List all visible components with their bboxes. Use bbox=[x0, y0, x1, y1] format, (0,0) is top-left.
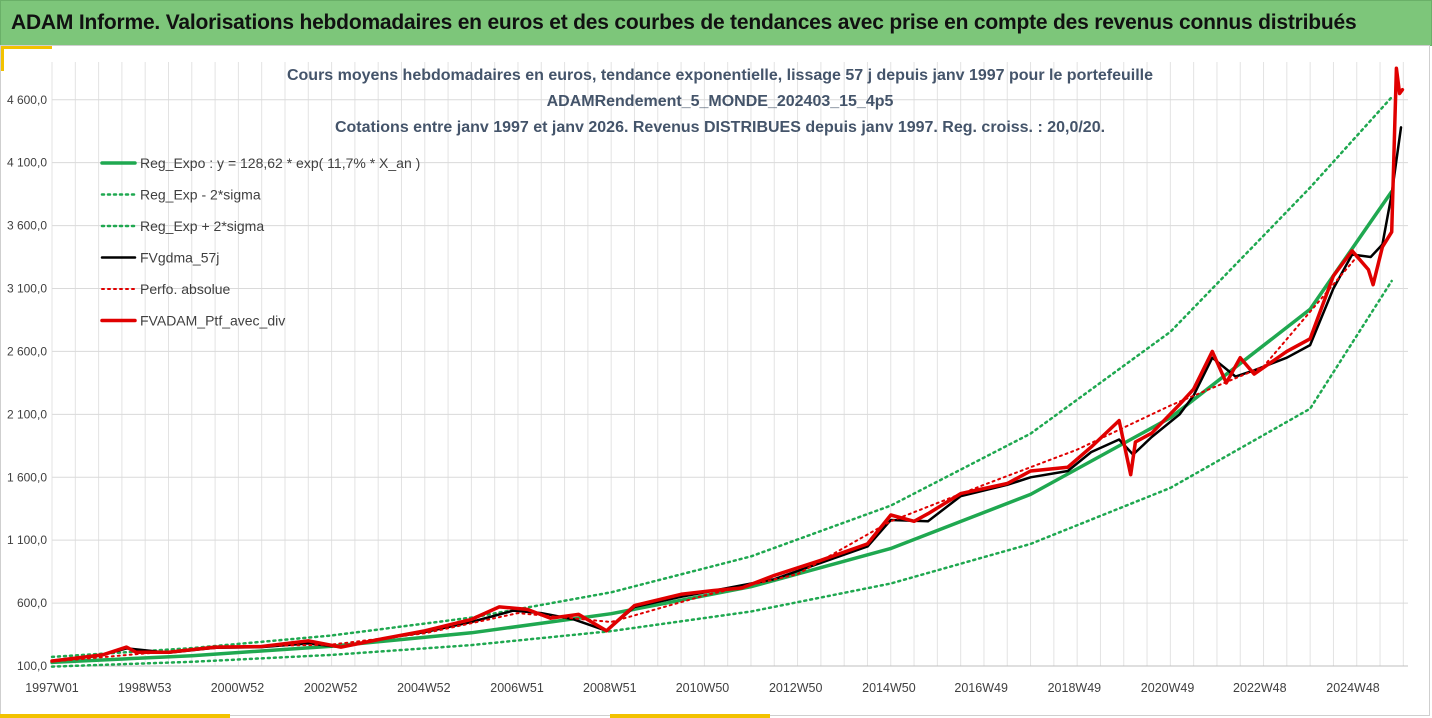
axes: 100,0 600,0 1 100,0 1 600,0 2 100,0 2 600,0 3 … bbox=[7, 93, 1408, 695]
legend-label: Reg_Exp + 2*sigma bbox=[140, 218, 264, 234]
x-tick-label: 2008W51 bbox=[583, 681, 637, 695]
accent-stripe bbox=[0, 45, 52, 49]
x-tick-label: 1997W01 bbox=[25, 681, 79, 695]
y-tick-label: 4 100,0 bbox=[7, 156, 47, 170]
x-tick-label: 2014W50 bbox=[862, 681, 916, 695]
series-group bbox=[50, 66, 1405, 668]
y-tick-label: 4 600,0 bbox=[7, 93, 47, 107]
y-tick-label: 3 600,0 bbox=[7, 219, 47, 233]
x-tick-label: 2012W50 bbox=[769, 681, 823, 695]
x-tick-label: 2002W52 bbox=[304, 681, 358, 695]
x-tick-label: 2024W48 bbox=[1326, 681, 1380, 695]
x-tick-label: 2010W50 bbox=[676, 681, 730, 695]
x-tick-label: 2000W52 bbox=[211, 681, 265, 695]
y-tick-label: 2 100,0 bbox=[7, 407, 47, 421]
y-tick-label: 100,0 bbox=[17, 659, 47, 673]
series-line-1 bbox=[50, 189, 1394, 665]
accent-stripe bbox=[0, 714, 230, 718]
legend: Reg_Expo : y = 128,62 * exp( 11,7% * X_a… bbox=[100, 155, 420, 329]
series-line-3 bbox=[50, 95, 1393, 659]
x-tick-label: 2018W49 bbox=[1048, 681, 1102, 695]
report-banner: ADAM Informe. Valorisations hebdomadaire… bbox=[0, 0, 1432, 46]
series-line-2 bbox=[50, 279, 1393, 668]
x-tick-label: 2020W49 bbox=[1141, 681, 1195, 695]
x-tick-label: 2004W52 bbox=[397, 681, 451, 695]
legend-label: FVADAM_Ptf_avec_div bbox=[140, 313, 285, 329]
x-tick-label: 1998W53 bbox=[118, 681, 172, 695]
chart-title-line: ADAMRendement_5_MONDE_202403_15_4p5 bbox=[547, 93, 894, 110]
y-tick-label: 600,0 bbox=[17, 596, 47, 610]
accent-stripe bbox=[0, 45, 4, 71]
report-title: ADAM Informe. Valorisations hebdomadaire… bbox=[11, 11, 1357, 34]
legend-label: Reg_Exp - 2*sigma bbox=[140, 187, 261, 203]
legend-label: FVgdma_57j bbox=[140, 250, 219, 266]
y-tick-label: 2 600,0 bbox=[7, 344, 47, 358]
x-tick-label: 2006W51 bbox=[490, 681, 544, 695]
series-line-6 bbox=[50, 66, 1405, 663]
chart-title: Cours moyens hebdomadaires en euros, ten… bbox=[287, 67, 1153, 136]
legend-label: Perfo. absolue bbox=[140, 281, 230, 297]
y-tick-label: 3 100,0 bbox=[7, 282, 47, 296]
legend-label: Reg_Expo : y = 128,62 * exp( 11,7% * X_a… bbox=[140, 155, 420, 171]
y-tick-label: 1 600,0 bbox=[7, 470, 47, 484]
x-tick-label: 2022W48 bbox=[1233, 681, 1287, 695]
x-tick-label: 2016W49 bbox=[954, 681, 1008, 695]
accent-stripe bbox=[610, 714, 770, 718]
chart-title-line: Cotations entre janv 1997 et janv 2026. … bbox=[335, 119, 1105, 136]
y-tick-label: 1 100,0 bbox=[7, 533, 47, 547]
chart-title-line: Cours moyens hebdomadaires en euros, ten… bbox=[287, 67, 1153, 84]
